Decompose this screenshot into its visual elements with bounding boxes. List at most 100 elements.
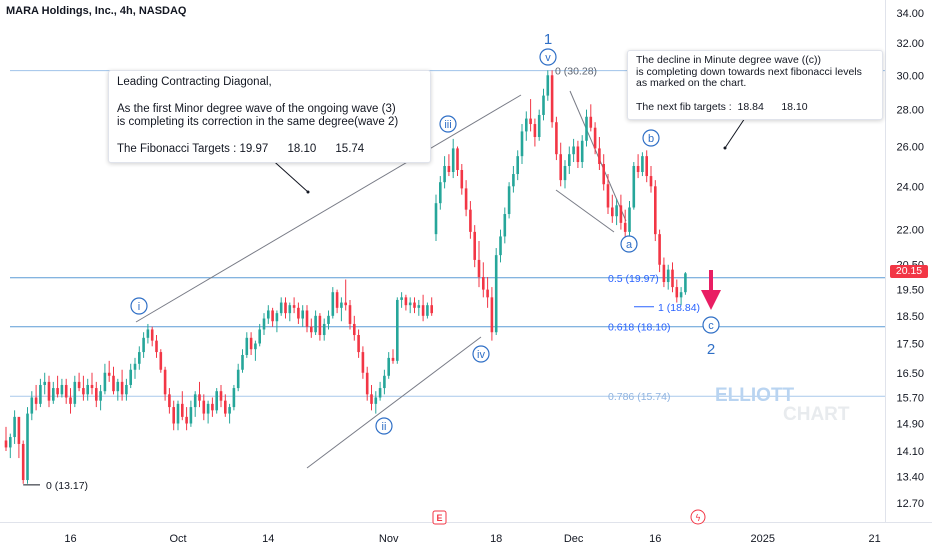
candle-body (555, 122, 558, 155)
candle-body (628, 207, 631, 232)
candle-body (537, 114, 541, 138)
candle-body (404, 297, 408, 306)
annotation-note-left[interactable]: Leading Contracting Diagonal, As the fir… (108, 70, 431, 163)
x-tick-label: Dec (564, 533, 584, 545)
candle-body (314, 315, 317, 333)
y-tick-label: 17.50 (896, 338, 924, 350)
watermark-line2: CHART (783, 404, 850, 425)
note-pointer-line (724, 117, 746, 149)
candle-body (284, 302, 287, 314)
candle-body (383, 375, 386, 389)
candle-body (249, 337, 253, 350)
candle-body (413, 302, 416, 308)
note-left-line4: The Fibonacci Targets : 19.97 18.10 15.7… (117, 142, 365, 155)
fib-level-label: 0.618 (18.10) (608, 322, 670, 334)
wave-label-2: 2 (707, 341, 715, 358)
candle-body (52, 388, 55, 401)
y-tick-label: 32.00 (896, 38, 924, 50)
y-tick-label: 13.40 (896, 471, 924, 483)
candle-body (374, 397, 378, 404)
candle-body (641, 156, 644, 173)
wave-label-circle (130, 297, 148, 315)
candle-body (185, 416, 188, 424)
candle-body (245, 337, 249, 355)
candle-body (301, 310, 304, 319)
candle-body (525, 118, 528, 132)
start-point-label: 0 (13.17) (46, 480, 88, 492)
candle-body (267, 310, 270, 319)
y-tick-label: 16.50 (896, 368, 924, 380)
note-pointer-dot (723, 146, 727, 150)
candle-body (305, 310, 309, 327)
candle-body (82, 388, 85, 395)
wave-label-b: b (648, 133, 654, 145)
candle-body (632, 165, 636, 208)
candle-body (331, 292, 335, 316)
candle-body (279, 302, 283, 314)
candle-body (370, 394, 373, 404)
candle-body (73, 381, 77, 404)
candle-body (292, 305, 296, 308)
note-pointer-dot (306, 190, 310, 194)
candle-body (60, 384, 64, 395)
candle-body (21, 443, 25, 481)
candle-body (512, 174, 515, 187)
y-tick-label: 22.00 (896, 225, 924, 237)
wave-label-circle (702, 316, 720, 334)
candle-body (443, 165, 446, 183)
watermark-line1: ELLIOTT (715, 385, 795, 406)
candle-body (684, 273, 687, 293)
candle-body (464, 188, 468, 210)
wave-channel-line (306, 336, 482, 469)
candle-body (348, 305, 352, 324)
wave-label-circle (539, 48, 557, 66)
candle-body (426, 305, 429, 316)
candle-body (585, 116, 588, 141)
candle-body (421, 305, 425, 316)
candle-body (494, 255, 498, 333)
candle-body (447, 165, 451, 173)
candle-body (202, 400, 206, 414)
candle-body (224, 400, 227, 414)
candle-body (254, 343, 257, 350)
candle-body (542, 95, 545, 115)
x-tick-label: 14 (262, 533, 274, 545)
wave-label-iii: iii (444, 119, 451, 131)
wave-channel-line (555, 189, 615, 233)
earnings-marker-label: E (436, 513, 442, 523)
candle-body (125, 384, 128, 395)
candle-body (417, 305, 421, 308)
candle-body (262, 318, 266, 330)
candle-body (473, 231, 476, 260)
annotation-note-right[interactable]: The decline in Minute degree wave ((c)) … (627, 50, 883, 120)
wave-channel-line (135, 94, 522, 323)
candle-body (56, 388, 59, 395)
y-tick-label: 12.70 (896, 498, 924, 510)
candle-body (658, 234, 661, 265)
candle-body (13, 416, 16, 438)
candle-body (396, 299, 399, 361)
candle-body (520, 131, 524, 157)
watermark: ELLIOTT CHART (715, 386, 850, 424)
candle-body (477, 259, 481, 278)
candle-body (593, 127, 597, 149)
y-tick-label: 19.50 (896, 285, 924, 297)
candle-body (258, 329, 261, 344)
last-price-tag: 20.15 (890, 265, 928, 278)
candle-body (198, 394, 201, 401)
candle-body (241, 354, 244, 370)
candle-body (77, 381, 81, 389)
note-right-line2: is completing down towards next fibonacc… (636, 65, 862, 78)
candle-body (619, 205, 623, 223)
candle-body (662, 264, 666, 283)
candle-body (236, 369, 240, 389)
wave-label-i: i (138, 301, 140, 313)
candle-body (503, 214, 507, 237)
candle-body (335, 292, 339, 308)
candle-body (176, 403, 180, 424)
candle-body (181, 403, 184, 417)
candle-body (318, 315, 322, 336)
wave-label-1: 1 (544, 31, 552, 48)
candle-body (47, 381, 51, 401)
